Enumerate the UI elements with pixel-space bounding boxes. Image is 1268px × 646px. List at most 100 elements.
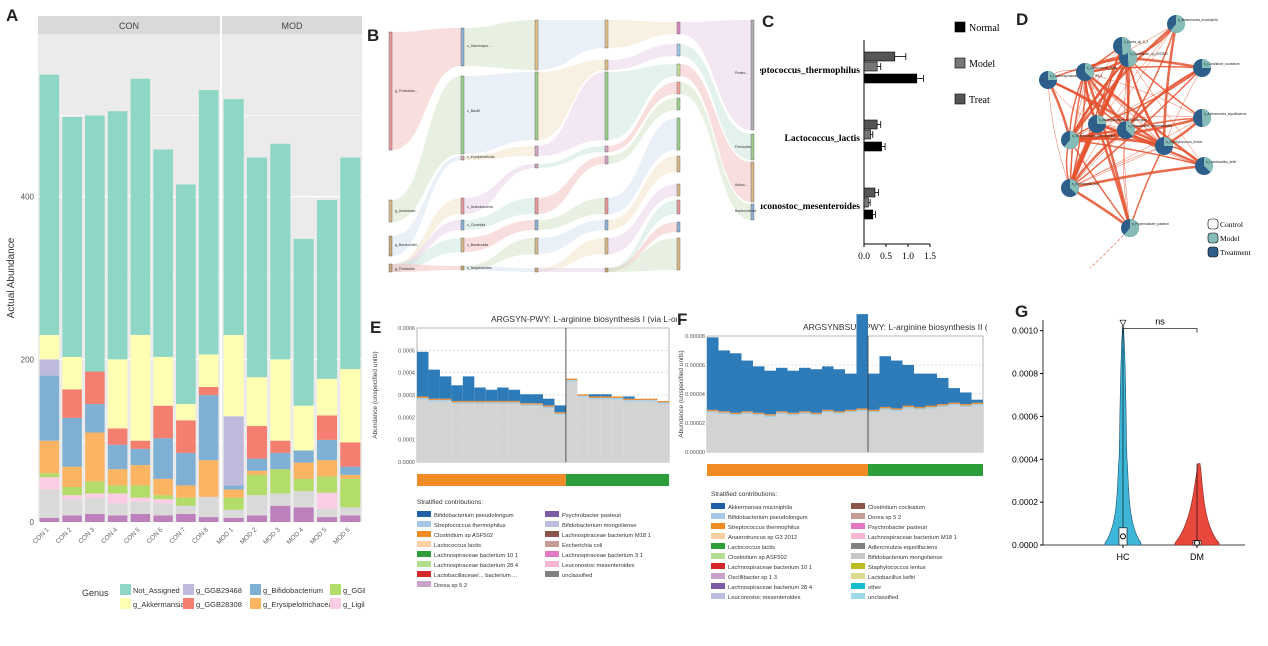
bar-dominant (787, 370, 799, 413)
bar-unclassified (960, 407, 972, 452)
sankey-flow (464, 198, 535, 230)
bar-segment (39, 375, 60, 441)
bar-segment (130, 440, 151, 449)
network-edge (1125, 66, 1203, 131)
bar-segment (107, 469, 128, 486)
y-tick-label: 200 (21, 355, 35, 364)
sankey-label: g_Bacteroidet... (395, 243, 420, 247)
bar-segment (130, 78, 151, 335)
bar-segment (62, 499, 82, 516)
bar-contrib (451, 402, 463, 404)
bar-segment (246, 426, 268, 459)
sankey-node (676, 155, 681, 173)
bar-unclassified (856, 411, 868, 452)
bar-contrib (565, 380, 578, 382)
bar-contrib (417, 397, 429, 400)
legend-swatch (545, 521, 559, 527)
bar-dominant (753, 366, 765, 413)
sankey-node (676, 97, 681, 111)
network-node-label: s_Escherichia_coli (1072, 182, 1099, 186)
sankey-flow (608, 184, 677, 254)
legend-swatch (851, 503, 865, 509)
network-edge (1069, 71, 1086, 189)
legend-swatch (545, 561, 559, 567)
legend-label: Model (969, 59, 995, 70)
bar-segment (246, 470, 268, 475)
legend-label: Lachnospiraceae bacterium 28 4 (434, 563, 519, 569)
bar-contrib (428, 398, 440, 401)
group-bar (565, 474, 669, 486)
category-label: Lactococcus_lactis (785, 134, 861, 144)
legend-label: g_GGB29468 (196, 586, 242, 595)
bar-segment (223, 485, 244, 490)
bar-unclassified (799, 414, 811, 452)
sankey-node (534, 163, 539, 169)
network-edge (1069, 139, 1131, 229)
bar-contrib (634, 398, 647, 401)
bar-contrib (868, 411, 880, 413)
bar-segment (39, 517, 60, 522)
bar-segment (39, 440, 60, 474)
bar-segment (340, 442, 361, 467)
y-tick-label: 0.0010 (1012, 326, 1038, 336)
sankey-label: c_Actinobacteria (467, 205, 493, 209)
sankey-node (750, 161, 755, 203)
legend-label: g_GGB79 (343, 586, 365, 595)
bar-unclassified (948, 405, 960, 452)
bar-segment (270, 359, 291, 441)
bar-unclassified (485, 403, 498, 462)
panel-label-a: A (6, 6, 19, 25)
legend-label: Bifidobacterium pseudolongum (434, 513, 514, 519)
bar-segment (316, 199, 338, 379)
network-edge (1096, 115, 1203, 125)
bar-dominant (960, 392, 972, 405)
mean-point (1120, 533, 1126, 540)
bar-contrib (914, 406, 926, 409)
bar-contrib (657, 402, 669, 404)
sankey-node (604, 71, 609, 141)
bar-contrib (554, 413, 566, 416)
bar-contrib (914, 408, 926, 410)
bar-segment (340, 369, 361, 443)
legend-swatch (1207, 218, 1219, 230)
bar-contrib (623, 400, 635, 402)
legend-title: Stratified contributions: (711, 491, 777, 498)
bar-contrib (879, 408, 891, 410)
bar-unclassified (577, 397, 589, 462)
bar-unclassified (868, 412, 880, 452)
bar-segment (340, 507, 361, 516)
bar-dominant (428, 369, 440, 399)
bar-segment (85, 371, 105, 405)
bar-dominant (914, 373, 926, 407)
legend-swatch (954, 21, 966, 33)
bar-segment (130, 465, 151, 486)
sankey-node (676, 81, 681, 95)
bar-segment (316, 460, 338, 477)
x-tick-label: CON 6 (146, 526, 165, 545)
bar-contrib (971, 404, 983, 406)
sankey-node (604, 237, 609, 255)
x-tick-label: CON 2 (55, 526, 74, 545)
legend-swatch (183, 598, 194, 609)
bar-contrib (611, 396, 624, 398)
legend-swatch (711, 583, 725, 589)
x-tick-label: 0.0 (858, 252, 870, 262)
bar-segment (85, 115, 105, 372)
bar-segment (153, 405, 173, 439)
legend-label: Bifidobacterium pseudolongum (728, 515, 808, 521)
bar-segment (270, 505, 291, 522)
bar-segment (316, 439, 338, 461)
bar-segment (153, 438, 173, 479)
panel-label-d: D (1016, 10, 1029, 29)
bar-dominant (623, 396, 635, 399)
bar-dominant (707, 337, 719, 410)
sankey-flow (538, 268, 605, 272)
bar-segment (62, 116, 82, 357)
network-node-slice (1202, 59, 1211, 68)
bar-segment (246, 458, 268, 471)
bar-segment (62, 356, 82, 390)
bar-unclassified (554, 415, 566, 462)
panel-label-b: B (367, 26, 380, 45)
significance-bracket (1122, 328, 1198, 333)
sankey-node (676, 199, 681, 215)
